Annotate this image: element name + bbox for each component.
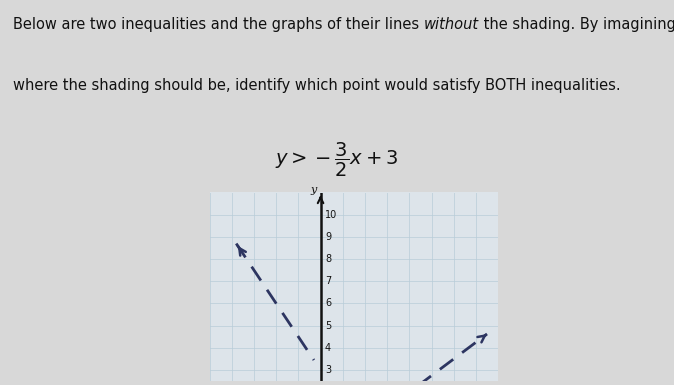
Text: 8: 8 bbox=[325, 254, 331, 264]
Text: $y > -\dfrac{3}{2}x + 3$: $y > -\dfrac{3}{2}x + 3$ bbox=[276, 141, 398, 179]
Text: 6: 6 bbox=[325, 298, 331, 308]
Text: the shading. By imagining: the shading. By imagining bbox=[479, 17, 674, 32]
Text: without: without bbox=[424, 17, 479, 32]
Text: 7: 7 bbox=[325, 276, 331, 286]
Text: 10: 10 bbox=[325, 210, 337, 220]
Text: 9: 9 bbox=[325, 232, 331, 242]
Text: y: y bbox=[311, 185, 317, 195]
Text: 3: 3 bbox=[325, 365, 331, 375]
Text: where the shading should be, identify which point would satisfy BOTH inequalitie: where the shading should be, identify wh… bbox=[13, 78, 621, 93]
Text: $y < \dfrac{3}{4}x - 1$: $y < \dfrac{3}{4}x - 1$ bbox=[288, 207, 386, 245]
Text: Below are two inequalities and the graphs of their lines: Below are two inequalities and the graph… bbox=[13, 17, 424, 32]
Text: 4: 4 bbox=[325, 343, 331, 353]
Text: 5: 5 bbox=[325, 321, 331, 331]
